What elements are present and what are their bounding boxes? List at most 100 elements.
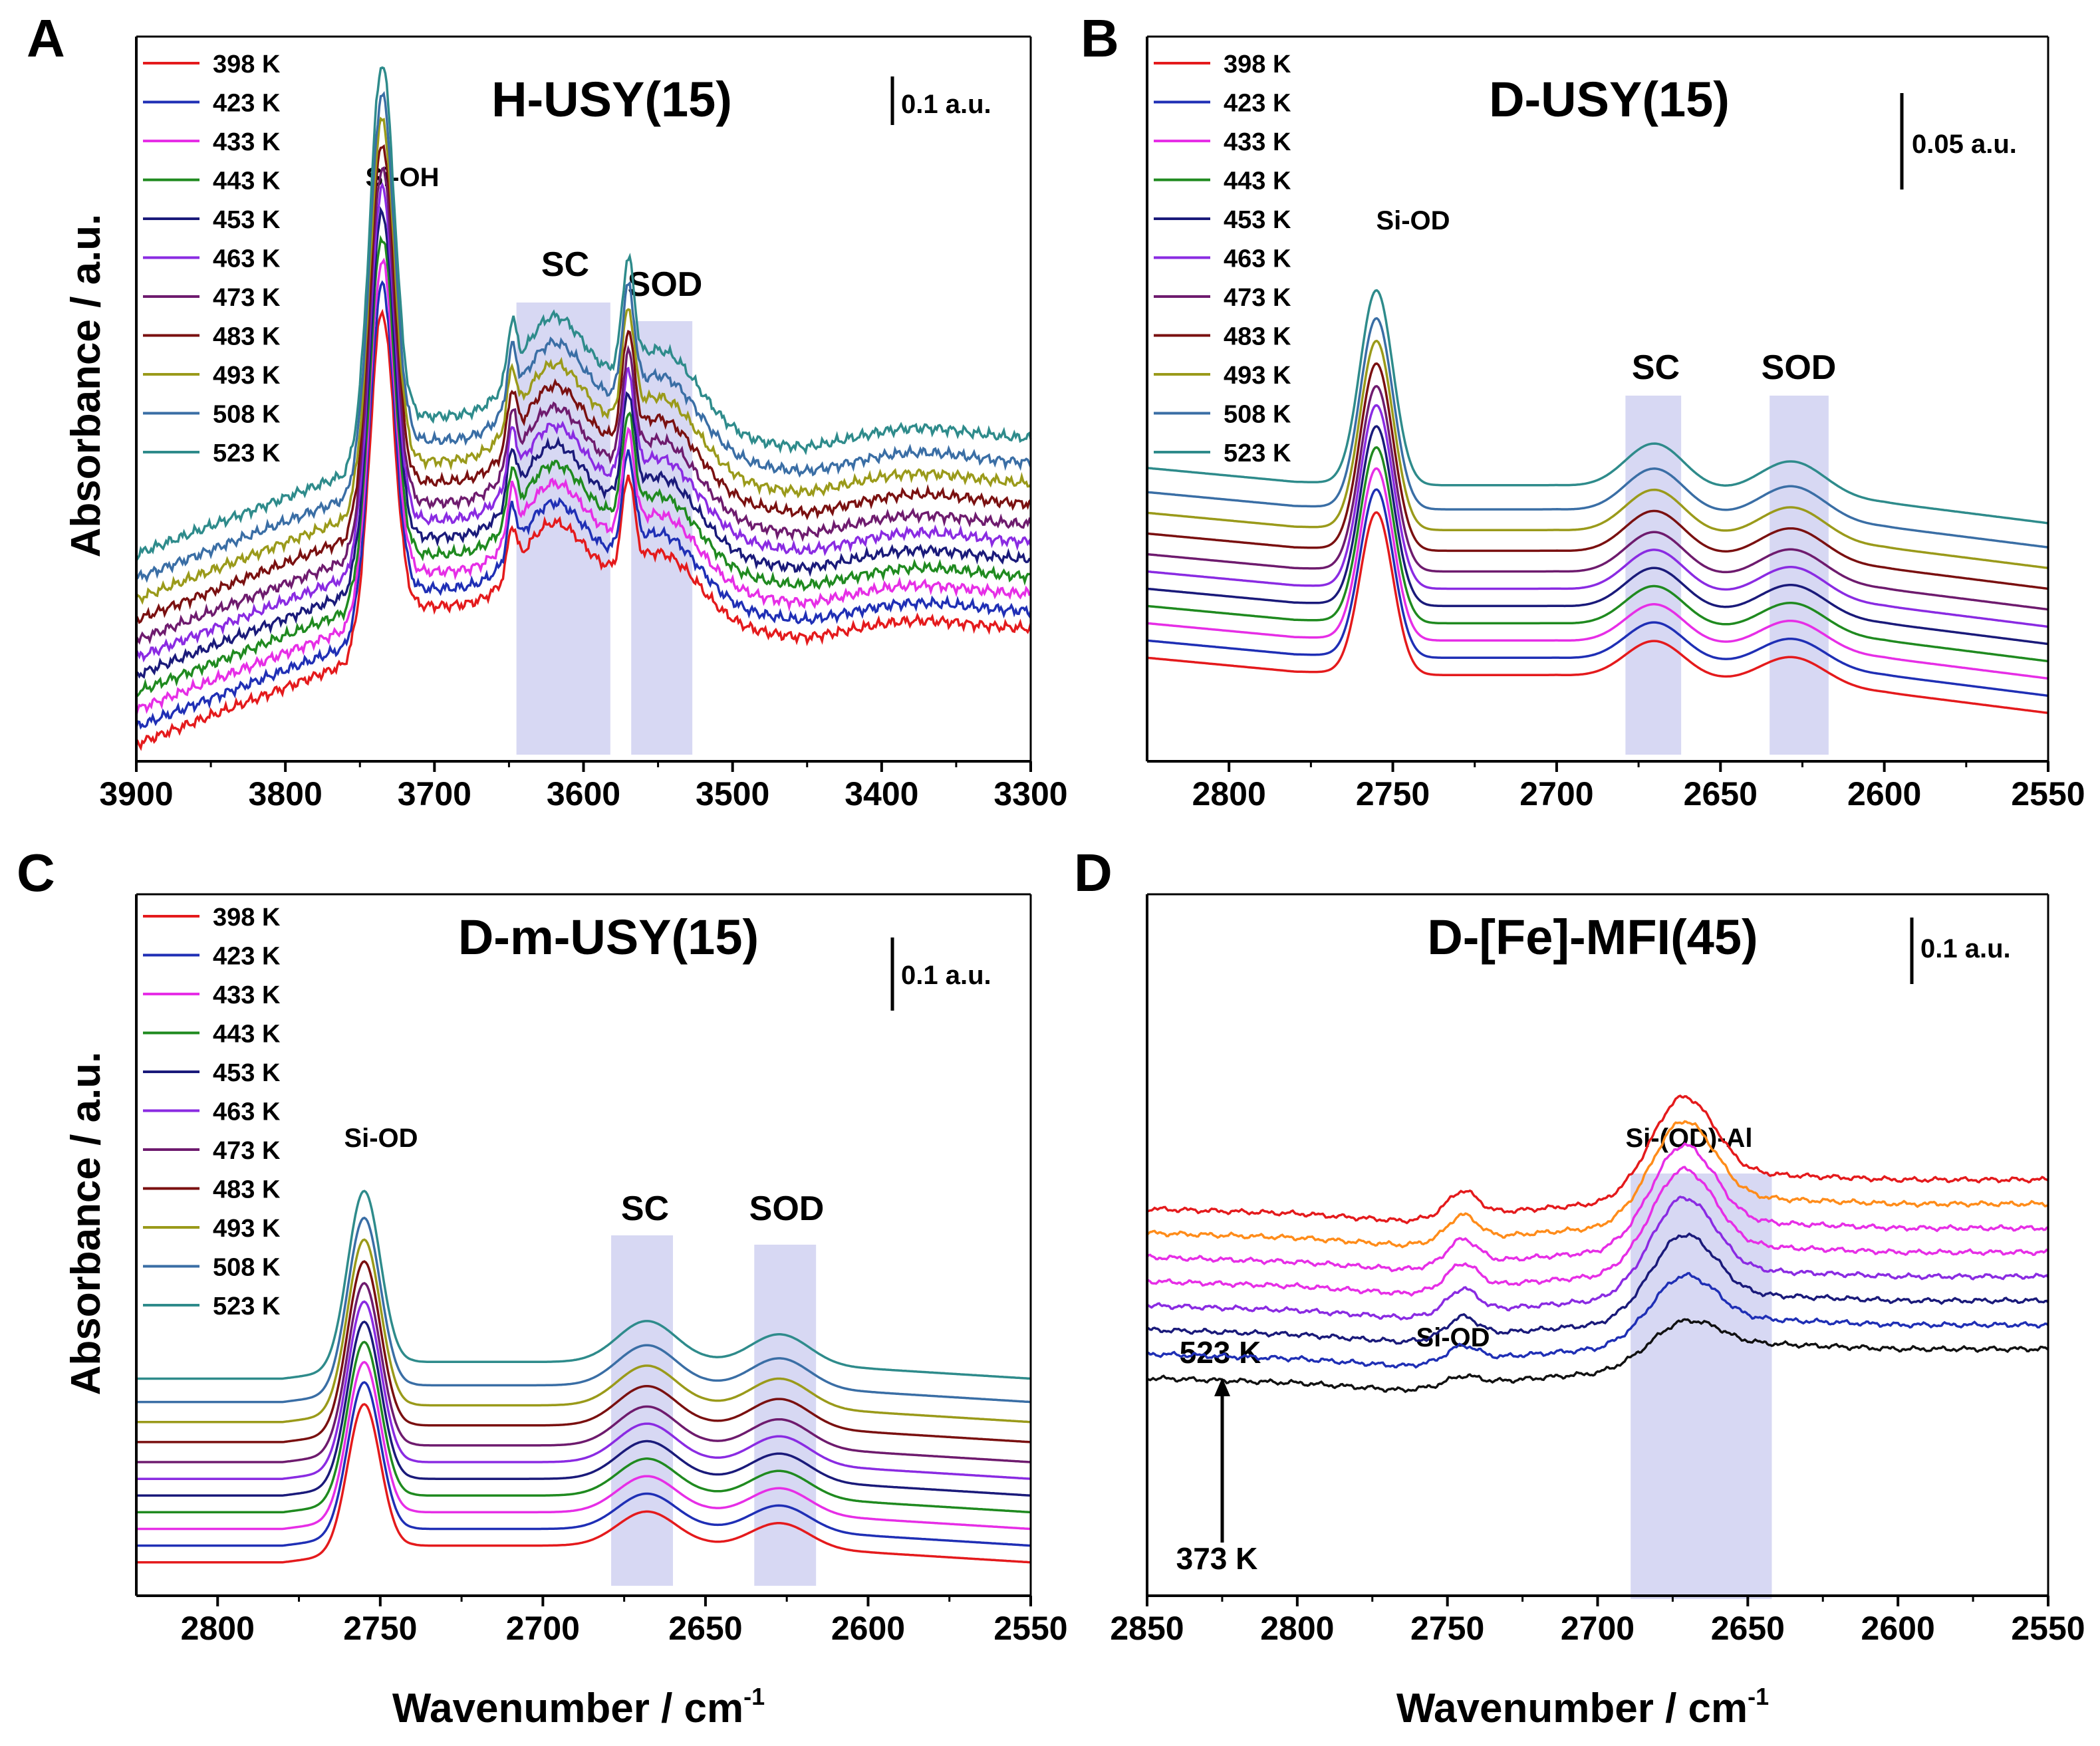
panel-b-plot: 2800 2750 2700 2650 2600 2550	[1146, 35, 2085, 812]
panel-a-series-4	[136, 235, 1031, 697]
panel-b-scale-label: 0.05 a.u.	[1912, 130, 2017, 159]
panel-b-tick-label-4: 2600	[1847, 775, 1921, 812]
panel-d-annotation-2: Si-(OD)-Al	[1625, 1124, 1752, 1153]
legend-label-c-10: 508 K	[213, 1254, 281, 1282]
panel-a-tick-label-4: 3500	[696, 775, 769, 812]
panel-d-tick-label-1: 2800	[1260, 1610, 1334, 1647]
panel-a-annotation-2: SC	[541, 245, 589, 284]
legend-label-a-7: 473 K	[213, 284, 281, 312]
panel-letter-a: A	[27, 9, 65, 68]
panel-b-series-11	[1146, 289, 2049, 525]
panel-b-series-4	[1146, 446, 2049, 663]
legend-label-c-1: 398 K	[213, 904, 281, 932]
panel-a-annotation-3: SOD	[628, 265, 703, 304]
panel-d-tick-label-5: 2600	[1861, 1610, 1935, 1647]
panel-b-legend: 398 K 423 K 433 K 443 K 453 K 463 K 473 K 483 K…	[1154, 51, 1291, 467]
panel-d-tick-label-2: 2750	[1410, 1610, 1484, 1647]
panel-a-series-5	[135, 205, 1032, 680]
panel-b-annotation-2: SC	[1632, 348, 1680, 387]
panel-b-series-6	[1146, 404, 2049, 628]
panel-c-annotation-2: SC	[621, 1189, 669, 1228]
panel-b-series-9	[1146, 339, 2049, 570]
panel-c-tick-label-5: 2550	[993, 1610, 1067, 1647]
panel-b-series-2	[1146, 488, 2049, 697]
legend-label-b-6: 463 K	[1224, 245, 1291, 273]
panel-b-series-5	[1146, 425, 2049, 646]
panel-b-series-3	[1146, 467, 2049, 680]
panel-d-series-3	[1146, 1232, 2049, 1345]
y-axis-label-top: Absorbance / a.u.	[63, 214, 109, 558]
panel-c-tick-label-0: 2800	[181, 1610, 255, 1647]
legend-label-a-1: 398 K	[213, 51, 281, 78]
panel-a-tick-label-3: 3600	[547, 775, 620, 812]
panel-c-band-2	[754, 1245, 817, 1586]
panel-d-series-5	[1146, 1166, 2049, 1297]
legend-label-b-9: 493 K	[1224, 362, 1291, 390]
legend-label-c-7: 473 K	[213, 1137, 281, 1165]
panel-b-title: D-USY(15)	[1489, 72, 1730, 127]
panel-d-temp-low-label: 373 K	[1176, 1541, 1258, 1576]
panel-a-tick-label-6: 3300	[993, 775, 1067, 812]
panel-d-tick-label-3: 2700	[1561, 1610, 1635, 1647]
panel-c-tick-label-4: 2600	[831, 1610, 905, 1647]
panel-c-series-6	[136, 1300, 1031, 1480]
panel-c-series-7	[136, 1281, 1031, 1463]
panel-a: A H-USY(15) 0.1 a.u. Si-OH SC SOD 398 K4…	[27, 9, 991, 467]
panel-c-series-1	[136, 1403, 1031, 1564]
legend-label-b-5: 453 K	[1224, 206, 1291, 234]
y-axis-label-bottom: Absorbance / a.u.	[63, 1052, 109, 1396]
panel-letter-c: C	[17, 843, 55, 902]
panel-c-band-1	[611, 1235, 673, 1586]
panel-d-series-6	[1146, 1142, 2049, 1273]
x-axis-label-left: Wavenumber / cm-1	[392, 1683, 765, 1731]
panel-d-series-4	[1146, 1195, 2049, 1321]
legend-label-a-8: 483 K	[213, 323, 281, 351]
panel-d-series-2	[1146, 1272, 2049, 1369]
panel-d-title: D-[Fe]-MFI(45)	[1427, 910, 1758, 965]
panel-c-plot: 2800 2750 2700 2650 2600 2550	[135, 893, 1068, 1647]
panel-c-tick-label-3: 2650	[668, 1610, 742, 1647]
panel-c-annotation-1: Si-OD	[344, 1124, 418, 1153]
panel-a-tick-label-2: 3700	[398, 775, 471, 812]
panel-c-title: D-m-USY(15)	[458, 910, 759, 965]
panel-a-tick-label-5: 3400	[845, 775, 918, 812]
legend-label-b-1: 398 K	[1224, 51, 1291, 78]
panel-c-tick-label-1: 2750	[343, 1610, 417, 1647]
panel-c-series-3	[136, 1360, 1031, 1531]
legend-label-c-2: 423 K	[213, 943, 281, 971]
panel-c-series-11	[136, 1189, 1031, 1380]
panel-a-legend: 398 K 423 K 433 K 443 K 453 K 463 K 473 K 483 K…	[143, 51, 281, 467]
panel-b-annotation-3: SOD	[1762, 348, 1837, 387]
x-axis-label-left-text: Wavenumber / cm	[392, 1685, 743, 1731]
panel-d-tick-label-0: 2850	[1110, 1610, 1184, 1647]
panel-a-series-8	[135, 144, 1032, 624]
panel-c-series-5	[136, 1320, 1031, 1497]
panel-a-series-2	[135, 280, 1032, 730]
panel-d-temp-high-label: 523 K	[1180, 1335, 1261, 1370]
panel-letter-d: D	[1074, 843, 1113, 902]
panel-d-series-1	[1146, 1318, 2049, 1394]
legend-label-b-8: 483 K	[1224, 323, 1291, 351]
legend-label-c-8: 483 K	[213, 1176, 281, 1204]
legend-label-c-3: 433 K	[213, 981, 281, 1009]
panel-c-series-9	[136, 1238, 1031, 1424]
legend-label-a-6: 463 K	[213, 245, 281, 273]
legend-label-a-11: 523 K	[213, 439, 281, 467]
panel-c-legend: 398 K 423 K 433 K 443 K 453 K 463 K 473 K 483 K…	[143, 904, 281, 1320]
panel-d-arrow-head	[1214, 1378, 1230, 1396]
panel-b-annotation-1: Si-OD	[1376, 206, 1450, 235]
legend-label-c-5: 453 K	[213, 1059, 281, 1087]
panel-d-series-8	[1146, 1094, 2049, 1225]
panel-b-series-1	[1146, 511, 2049, 715]
legend-label-c-4: 443 K	[213, 1021, 281, 1049]
legend-label-b-4: 443 K	[1224, 168, 1291, 195]
legend-label-a-9: 493 K	[213, 362, 281, 390]
legend-label-a-3: 433 K	[213, 128, 281, 156]
panel-b-tick-label-3: 2650	[1684, 775, 1758, 812]
panel-c-series-8	[136, 1260, 1031, 1443]
panel-c: C D-m-USY(15) 0.1 a.u. Si-OD SC SOD 398 …	[17, 843, 991, 1320]
panel-c-scale-label: 0.1 a.u.	[901, 961, 991, 990]
panel-a-tick-label-0: 3900	[99, 775, 173, 812]
panel-a-series-1	[135, 309, 1032, 751]
